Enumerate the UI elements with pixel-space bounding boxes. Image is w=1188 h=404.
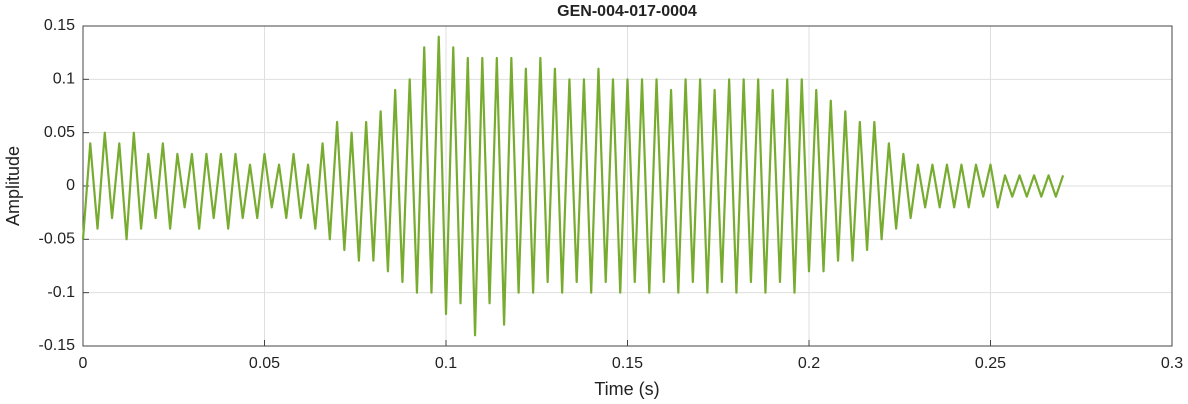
y-tick-label: 0: [66, 177, 75, 194]
x-tick-label: 0.1: [435, 355, 457, 372]
x-tick-label: 0.25: [975, 355, 1006, 372]
line-series: [81, 35, 1065, 337]
y-tick-label: 0.1: [53, 71, 75, 88]
y-tick-label: 0.15: [44, 17, 75, 34]
x-axis-label: Time (s): [594, 379, 659, 399]
x-tick-label: 0.3: [1161, 355, 1183, 372]
x-tick-label: 0.2: [798, 355, 820, 372]
x-tick-label: 0.15: [612, 355, 643, 372]
x-tick-label: 0.05: [249, 355, 280, 372]
plot-frame: [82, 25, 1173, 347]
x-tick-label: 0: [79, 355, 88, 372]
chart-title: GEN-004-017-0004: [557, 3, 697, 20]
y-axis-label: Amplitude: [3, 146, 23, 226]
y-tick-label: 0.05: [44, 124, 75, 141]
y-tick-label: -0.15: [39, 337, 76, 354]
y-tick-label: -0.1: [47, 284, 75, 301]
y-tick-label: -0.05: [39, 231, 76, 248]
